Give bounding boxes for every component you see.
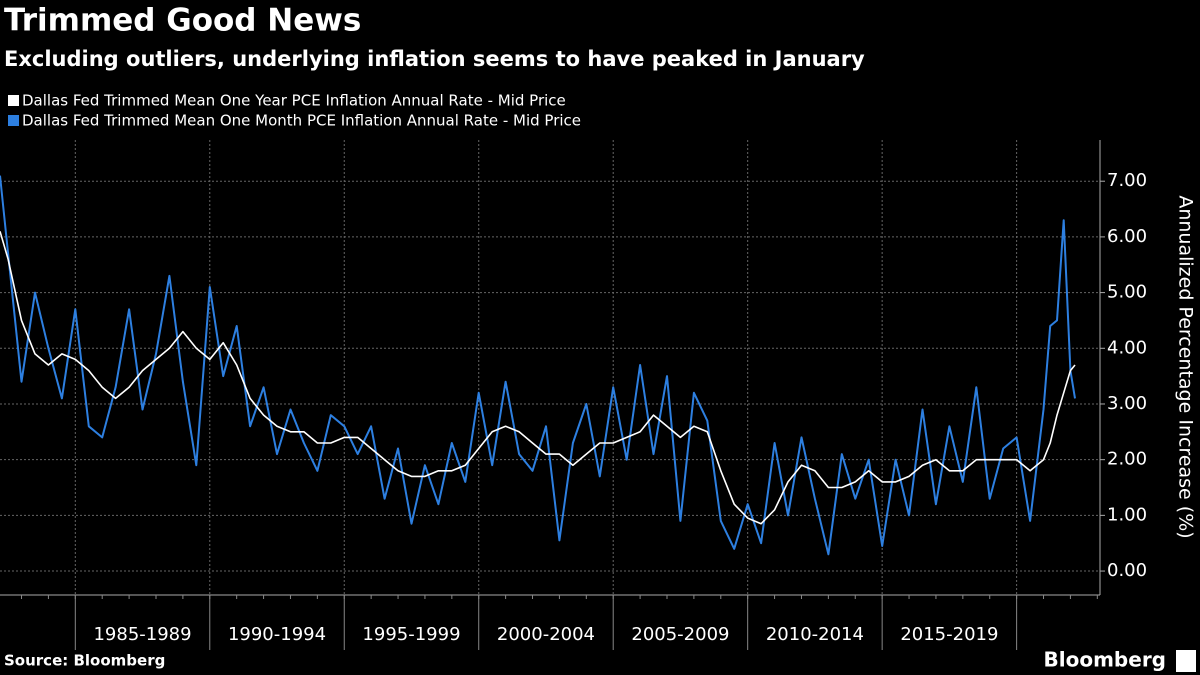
y-tick-label: 0.00 (1107, 560, 1147, 581)
x-period-label: 1990-1994 (228, 624, 326, 645)
y-tick-label: 6.00 (1107, 226, 1147, 247)
chart-subtitle: Excluding outliers, underlying inflation… (4, 47, 865, 71)
brand-icon (1176, 650, 1196, 672)
y-axis-label: Annualized Percentage Increase (%) (1175, 195, 1197, 538)
x-period-label: 2015-2019 (900, 624, 998, 645)
y-tick-label: 4.00 (1107, 337, 1147, 358)
legend-label: Dallas Fed Trimmed Mean One Month PCE In… (22, 112, 581, 130)
source: Source: Bloomberg (4, 652, 165, 670)
y-tick-label: 1.00 (1107, 504, 1147, 525)
x-period-label: 2000-2004 (497, 624, 595, 645)
x-period-label: 2010-2014 (766, 624, 864, 645)
x-period-label: 1985-1989 (93, 624, 191, 645)
series-line (0, 231, 1076, 525)
legend-swatch (8, 95, 19, 106)
brand: Bloomberg (1044, 648, 1166, 672)
legend-label: Dallas Fed Trimmed Mean One Year PCE Inf… (22, 92, 566, 110)
y-tick-label: 3.00 (1107, 393, 1147, 414)
y-tick-label: 7.00 (1107, 170, 1147, 191)
x-period-label: 1995-1999 (362, 624, 460, 645)
legend-swatch (8, 115, 19, 126)
y-tick-label: 5.00 (1107, 282, 1147, 303)
x-period-label: 2005-2009 (631, 624, 729, 645)
chart-title: Trimmed Good News (4, 3, 361, 39)
y-tick-label: 2.00 (1107, 449, 1147, 470)
series-line (0, 175, 1076, 556)
